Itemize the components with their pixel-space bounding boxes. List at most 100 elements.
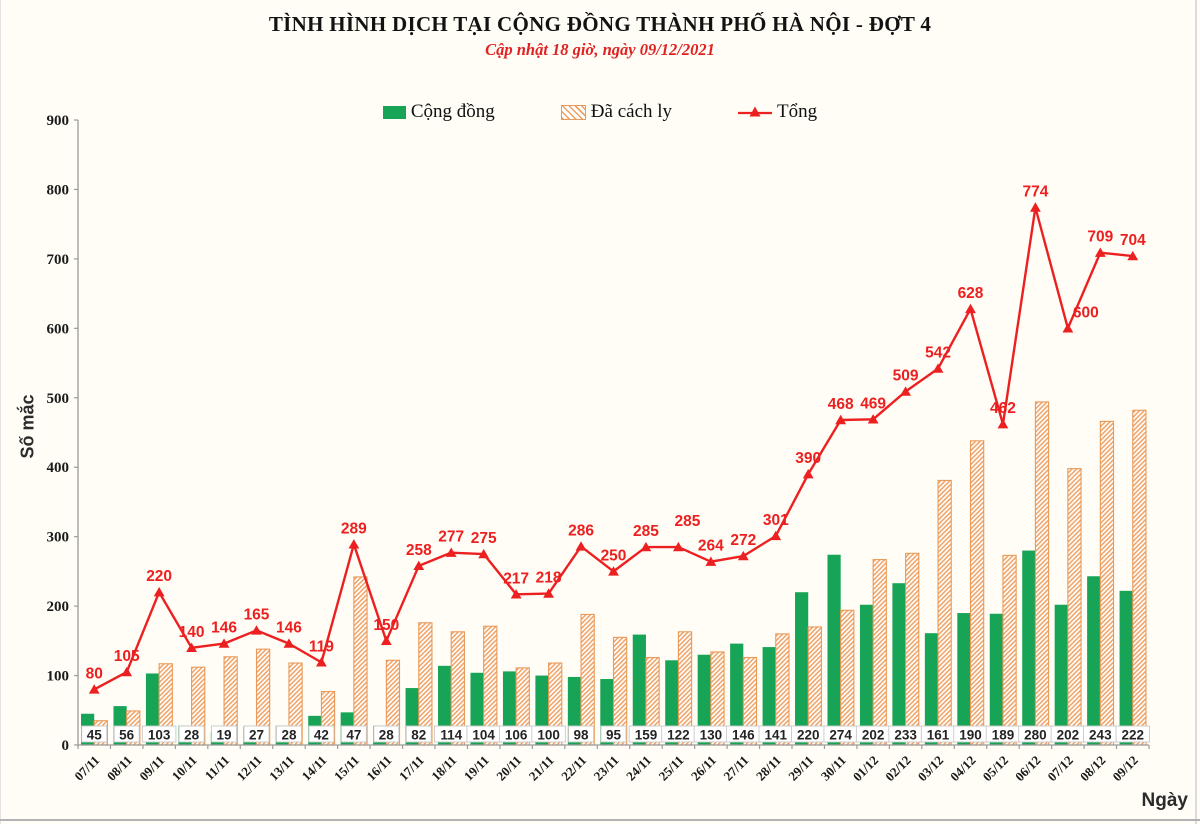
legend-label-tong: Tổng bbox=[777, 101, 818, 122]
tong-marker bbox=[88, 684, 100, 694]
tong-value-label: 509 bbox=[893, 368, 919, 385]
tong-marker bbox=[835, 414, 847, 425]
x-tick-label: 10/11 bbox=[169, 753, 200, 784]
tong-value-label: 258 bbox=[406, 542, 432, 559]
bar-da-cach-ly bbox=[905, 552, 920, 746]
tong-value-label: 146 bbox=[211, 620, 237, 637]
bar-value-box bbox=[340, 725, 367, 743]
tong-marker bbox=[186, 642, 197, 652]
tong-value-label: 469 bbox=[860, 395, 886, 412]
bar-value-label: 146 bbox=[732, 728, 755, 743]
bar-da-cach-ly bbox=[969, 440, 985, 746]
x-tick-label: 09/12 bbox=[1109, 753, 1141, 785]
x-tick-label: 19/11 bbox=[461, 753, 492, 784]
y-tick-label: 600 bbox=[47, 321, 70, 337]
legend-label-da-cach-ly: Đã cách ly bbox=[590, 101, 673, 122]
tong-marker bbox=[348, 539, 360, 549]
tong-value-label: 165 bbox=[244, 606, 270, 623]
bar-value-box bbox=[308, 725, 335, 743]
bar-value-label: 98 bbox=[574, 728, 590, 743]
tong-value-label: 250 bbox=[601, 547, 627, 564]
x-tick-label: 14/11 bbox=[298, 753, 329, 784]
x-tick-label: 13/11 bbox=[266, 753, 297, 784]
bar-cong-dong bbox=[957, 613, 971, 745]
bar-value-box bbox=[243, 725, 270, 743]
bar-value-label: 130 bbox=[700, 728, 723, 743]
tong-value-label: 390 bbox=[795, 450, 821, 467]
x-tick-label: 29/11 bbox=[785, 753, 816, 784]
tong-marker bbox=[1062, 323, 1074, 333]
x-tick-label: 27/11 bbox=[720, 753, 751, 784]
x-tick-label: 05/12 bbox=[980, 753, 1012, 785]
y-tick-label: 700 bbox=[47, 252, 70, 268]
tong-marker bbox=[251, 625, 262, 635]
bar-value-box bbox=[1115, 725, 1150, 743]
bar-da-cach-ly bbox=[353, 576, 368, 746]
bar-value-label: 202 bbox=[1057, 728, 1080, 743]
tong-marker bbox=[575, 541, 587, 551]
bar-cong-dong bbox=[438, 665, 452, 745]
x-tick-label: 03/12 bbox=[915, 753, 947, 785]
tong-marker bbox=[543, 588, 554, 598]
tong-marker bbox=[802, 468, 814, 479]
window-edge-left bbox=[0, 0, 1, 824]
bar-value-box bbox=[141, 725, 177, 743]
bar-value-label: 82 bbox=[411, 728, 426, 743]
bar-cong-dong bbox=[1022, 550, 1036, 745]
x-tick-label: 22/11 bbox=[558, 753, 589, 784]
bar-value-label: 103 bbox=[148, 728, 171, 743]
hatched-bar-swatch-icon bbox=[560, 104, 586, 120]
x-tick-label: 07/11 bbox=[71, 753, 102, 784]
x-tick-label: 28/11 bbox=[753, 753, 784, 784]
bar-cong-dong bbox=[1119, 590, 1133, 745]
bar-da-cach-ly bbox=[1099, 420, 1115, 746]
bar-value-box bbox=[600, 725, 627, 743]
bar-value-label: 114 bbox=[440, 728, 462, 743]
bar-value-box bbox=[178, 725, 205, 743]
bar-da-cach-ly bbox=[840, 609, 855, 746]
tong-marker bbox=[121, 666, 133, 677]
bar-value-box bbox=[405, 725, 432, 743]
bar-cong-dong bbox=[1054, 604, 1068, 745]
tong-marker bbox=[1127, 250, 1139, 261]
tong-value-label: 277 bbox=[438, 529, 464, 546]
bar-value-box bbox=[276, 725, 302, 743]
tong-value-label: 218 bbox=[536, 570, 562, 587]
bar-value-label: 100 bbox=[537, 728, 560, 743]
tong-marker bbox=[316, 657, 327, 667]
x-tick-label: 04/12 bbox=[947, 753, 979, 785]
window-edge-right bbox=[1195, 0, 1197, 824]
x-tick-label: 02/12 bbox=[882, 753, 914, 785]
x-tick-label: 12/11 bbox=[234, 753, 265, 784]
bar-value-label: 104 bbox=[472, 728, 495, 743]
x-tick-label: 07/12 bbox=[1044, 753, 1076, 785]
bar-da-cach-ly bbox=[872, 559, 887, 746]
tong-value-label: 709 bbox=[1087, 229, 1113, 246]
tong-marker bbox=[510, 589, 522, 599]
bar-value-label: 28 bbox=[281, 728, 297, 743]
tong-value-label: 150 bbox=[373, 617, 399, 634]
tong-marker bbox=[1030, 202, 1041, 212]
bar-value-label: 45 bbox=[87, 728, 103, 743]
bar-value-label: 190 bbox=[959, 728, 982, 743]
tong-marker bbox=[932, 363, 944, 373]
bar-cong-dong bbox=[730, 643, 744, 745]
tong-marker bbox=[867, 414, 879, 424]
bar-value-label: 189 bbox=[992, 728, 1015, 743]
bar-value-box bbox=[531, 725, 566, 743]
y-tick-label: 800 bbox=[47, 182, 70, 198]
bar-value-label: 274 bbox=[829, 728, 852, 743]
bar-value-box bbox=[568, 725, 594, 743]
tong-value-label: 105 bbox=[114, 648, 140, 665]
bar-value-label: 141 bbox=[765, 728, 788, 743]
bar-da-cach-ly bbox=[1034, 401, 1050, 746]
legend: Cộng đồng Đã cách ly Tổng bbox=[0, 101, 1200, 123]
bar-value-label: 233 bbox=[894, 728, 917, 743]
tong-marker bbox=[153, 587, 165, 597]
tong-marker bbox=[445, 547, 457, 557]
y-tick-label: 900 bbox=[47, 113, 70, 129]
y-tick-label: 200 bbox=[47, 599, 70, 615]
bar-cong-dong bbox=[827, 554, 841, 745]
tong-marker bbox=[770, 530, 782, 541]
